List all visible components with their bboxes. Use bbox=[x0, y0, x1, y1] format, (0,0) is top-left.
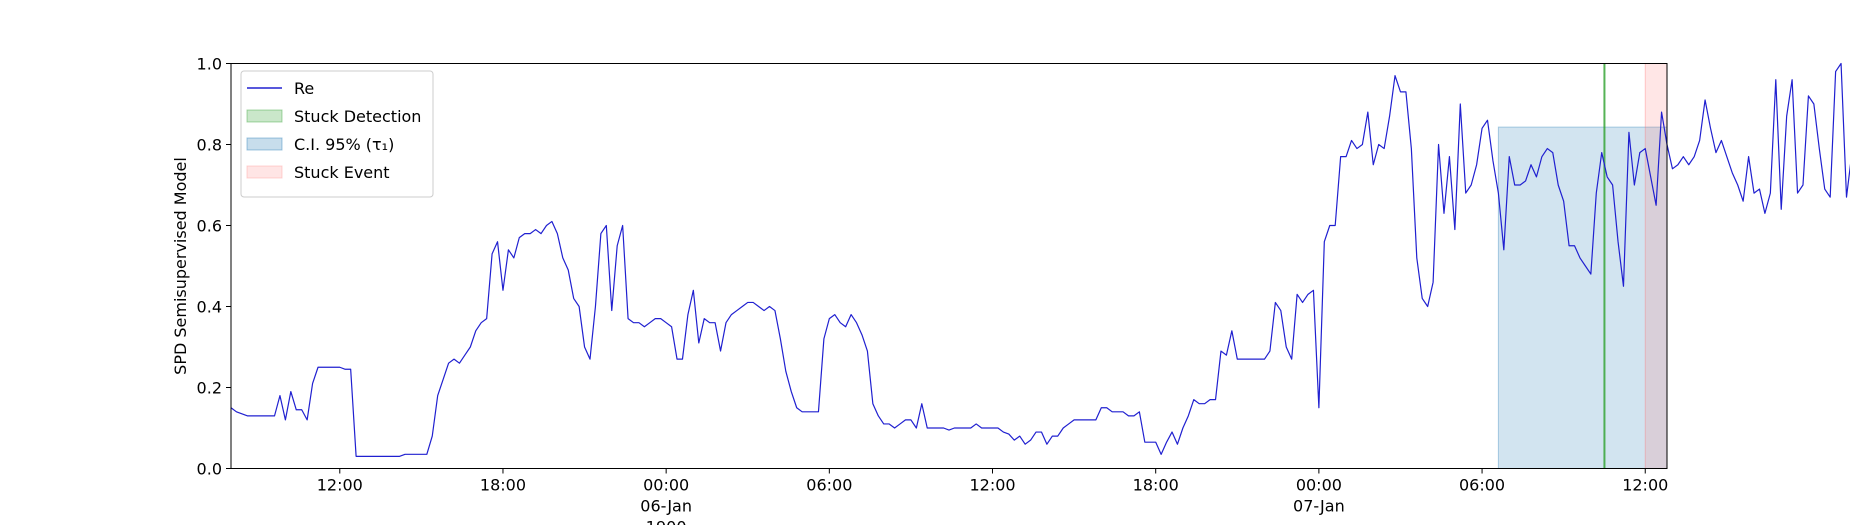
y-tick-label-4: 0.8 bbox=[197, 136, 222, 155]
y-tick-label-1: 0.2 bbox=[197, 379, 222, 398]
shaded-regions bbox=[1497, 63, 1668, 470]
series-lines bbox=[230, 62, 1850, 457]
y-tick-label-0: 0.0 bbox=[197, 460, 222, 479]
legend-label-1: Stuck Detection bbox=[294, 107, 421, 126]
plot-frame bbox=[230, 63, 1668, 469]
y-tick-label-5: 1.0 bbox=[197, 55, 222, 74]
x-tick-sublabel-6: 07-Jan bbox=[1293, 497, 1345, 516]
x-tick-label-2: 00:00 bbox=[643, 476, 689, 495]
x-tick-label-3: 06:00 bbox=[806, 476, 852, 495]
y-tick-label-3: 0.6 bbox=[197, 217, 222, 236]
x-tick-sublabel-2: 06-Jan bbox=[640, 497, 692, 516]
x-tick-label-7: 06:00 bbox=[1459, 476, 1505, 495]
x-axis: 12:00 18:00 00:00 06-Jan 1900 06:00 12:00 18:00… bbox=[317, 468, 1668, 525]
series-line-0 bbox=[230, 62, 1850, 457]
x-tick-label-5: 18:00 bbox=[1133, 476, 1179, 495]
legend-label-2: C.I. 95% (τ₁) bbox=[294, 135, 394, 154]
region-0 bbox=[1497, 126, 1668, 470]
y-tick-label-2: 0.4 bbox=[197, 298, 222, 317]
legend-label-0: Re bbox=[294, 79, 314, 98]
legend: Re Stuck Detection C.I. 95% (τ₁) Stuck Even… bbox=[240, 70, 434, 198]
x-tick-label-6: 00:00 bbox=[1296, 476, 1342, 495]
x-tick-sublabel2-2: 1900 bbox=[646, 518, 687, 525]
legend-swatch-1 bbox=[246, 109, 283, 123]
legend-label-3: Stuck Event bbox=[294, 163, 390, 182]
legend-box bbox=[240, 70, 434, 198]
x-tick-label-0: 12:00 bbox=[317, 476, 363, 495]
y-axis: 0.0 0.2 0.4 0.6 0.8 1.0 bbox=[197, 55, 231, 479]
x-tick-label-1: 18:00 bbox=[480, 476, 526, 495]
x-tick-label-8: 12:00 bbox=[1622, 476, 1668, 495]
y-axis-label: SPD Semisupervised Model bbox=[171, 157, 190, 375]
x-tick-label-4: 12:00 bbox=[969, 476, 1015, 495]
legend-swatch-3 bbox=[246, 165, 283, 179]
legend-swatch-2 bbox=[246, 137, 283, 151]
